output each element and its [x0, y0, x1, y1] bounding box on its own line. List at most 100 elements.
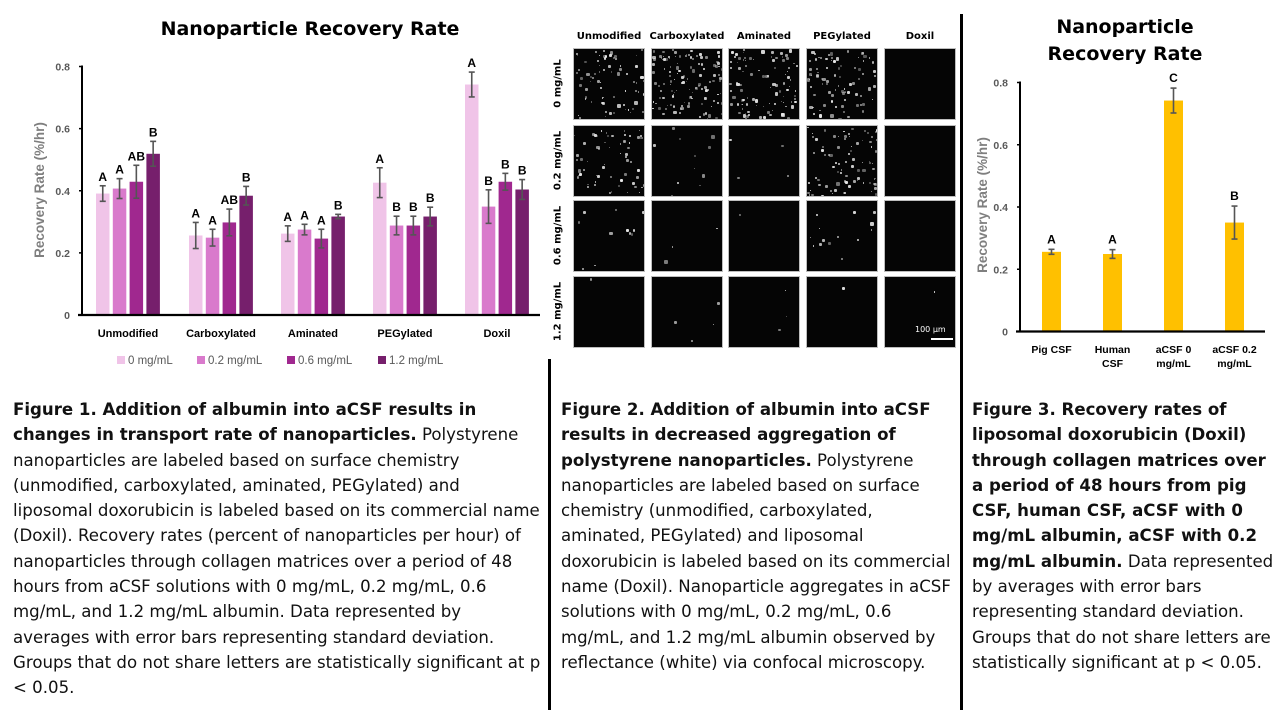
figure2-aggregate-speck: [834, 189, 837, 192]
figure2-aggregate-speck: [811, 135, 814, 138]
figure2-caption-body: Polystyrene nanoparticles are labeled ba…: [561, 450, 951, 672]
figure2-aggregate-speck: [676, 66, 680, 70]
figure2-aggregate-speck: [867, 87, 872, 91]
figure2-aggregate-speck: [834, 88, 837, 91]
figure2-aggregate-speck: [812, 132, 814, 134]
figure2-aggregate-speck: [655, 102, 657, 105]
figure2-aggregate-speck: [625, 156, 628, 159]
figure2-aggregate-speck: [829, 190, 832, 192]
figure2-aggregate-speck: [744, 112, 746, 114]
figure1-bar: [205, 237, 220, 315]
figure1-legend-label: 1.2 mg/mL: [389, 355, 444, 367]
figure2-aggregate-speck: [699, 74, 703, 78]
figure2-aggregate-speck: [580, 77, 583, 80]
figure2-aggregate-speck: [812, 112, 815, 116]
figure2-aggregate-speck: [585, 88, 588, 91]
figure2-aggregate-speck: [758, 115, 763, 119]
figure2-aggregate-speck: [868, 160, 870, 162]
figure2-aggregate-speck: [594, 133, 598, 137]
figure2-aggregate-speck: [762, 106, 764, 108]
figure2-aggregate-speck: [715, 116, 718, 119]
figure2-aggregate-speck: [736, 103, 740, 106]
figure2-aggregate-speck: [616, 72, 621, 76]
figure2-aggregate-speck: [838, 118, 842, 119]
figure2-aggregate-speck: [630, 160, 633, 163]
figure2-aggregate-speck: [840, 257, 843, 260]
figure2-aggregate-speck: [807, 78, 811, 82]
figure1-bar: [481, 206, 496, 315]
figure2-aggregate-speck: [662, 96, 665, 100]
figure2-aggregate-speck: [577, 114, 579, 117]
figure2-aggregate-speck: [685, 53, 688, 56]
figure2-aggregate-speck: [870, 229, 872, 231]
figure2-aggregate-speck: [837, 85, 840, 87]
figure2-aggregate-speck: [860, 94, 863, 97]
figure2-aggregate-speck: [720, 92, 722, 94]
figure2-aggregate-speck: [576, 54, 579, 57]
figure2-aggregate-speck: [831, 56, 834, 60]
figure2-aggregate-speck: [636, 168, 640, 172]
figure2-aggregate-speck: [780, 100, 783, 103]
figure2-aggregate-speck: [840, 65, 842, 67]
figure2-aggregate-speck: [631, 181, 635, 185]
figure2-aggregate-speck: [601, 101, 605, 105]
figure2-aggregate-speck: [844, 135, 848, 139]
figure2-row-label: 0 mg/mL: [552, 59, 564, 108]
figure2-aggregate-speck: [823, 129, 827, 132]
figure2-aggregate-speck: [861, 161, 864, 164]
figure2-aggregate-speck: [836, 146, 840, 149]
figure2-aggregate-speck: [712, 324, 714, 326]
figure3-caption-body: Data represented by averages with error …: [972, 551, 1274, 672]
figure1-bar: [222, 222, 237, 315]
figure2-aggregate-speck: [793, 95, 797, 98]
figure2-aggregate-speck: [659, 97, 662, 99]
figure1-significance-letter: B: [501, 157, 510, 171]
figure2-aggregate-speck: [670, 90, 673, 93]
figure2-aggregate-speck: [844, 90, 847, 93]
figure2-aggregate-speck: [786, 315, 788, 318]
figure2-aggregate-speck: [851, 164, 855, 168]
figure2-aggregate-speck: [870, 146, 873, 148]
figure2-aggregate-speck: [810, 237, 812, 239]
figure2-aggregate-speck: [870, 222, 874, 226]
figure2-aggregate-speck: [716, 101, 719, 104]
figure2-aggregate-speck: [736, 81, 739, 84]
figure2-aggregate-speck: [838, 76, 841, 79]
figure2-aggregate-speck: [625, 72, 628, 75]
figure2-aggregate-speck: [662, 112, 665, 116]
figure2-aggregate-speck: [720, 113, 722, 116]
figure2-aggregate-speck: [845, 161, 847, 163]
figure2-aggregate-speck: [652, 50, 656, 53]
figure2-aggregate-speck: [814, 177, 817, 180]
figure2-aggregate-speck: [729, 138, 732, 142]
figure2-aggregate-speck: [703, 97, 707, 101]
figure2-aggregate-speck: [769, 86, 772, 88]
figure2-aggregate-speck: [737, 176, 740, 180]
figure2-aggregate-speck: [775, 56, 778, 60]
figure2-aggregate-speck: [579, 172, 582, 176]
figure2-aggregate-speck: [831, 192, 834, 195]
figure2-aggregate-speck: [809, 189, 812, 191]
figure2-aggregate-speck: [875, 193, 877, 196]
figure2-aggregate-speck: [742, 98, 745, 102]
figure2-microscopy-tile: [806, 48, 878, 120]
figure2-aggregate-speck: [686, 81, 688, 83]
figure2-aggregate-speck: [711, 135, 715, 139]
figure2-aggregate-speck: [685, 55, 687, 58]
figure2-aggregate-speck: [635, 176, 640, 180]
figure2-aggregate-speck: [596, 145, 600, 149]
figure2-aggregate-speck: [720, 102, 722, 106]
figure2-aggregate-speck: [621, 195, 623, 196]
figure2-microscopy-grid: Unmodified Carboxylated Aminated PEGylated D…: [548, 14, 960, 359]
figure1-bar: [146, 153, 160, 315]
figure2-aggregate-speck: [870, 135, 873, 138]
figure2-aggregate-speck: [771, 50, 775, 54]
figure2-aggregate-speck: [741, 104, 743, 106]
figure2-aggregate-speck: [785, 53, 789, 58]
figure2-aggregate-speck: [770, 56, 773, 58]
figure2-aggregate-speck: [610, 176, 612, 179]
figure2-aggregate-speck: [643, 184, 644, 187]
figure2-aggregate-speck: [844, 138, 847, 141]
figure2-aggregate-speck: [845, 174, 848, 178]
figure3-caption-title: Figure 3. Recovery rates of liposomal do…: [972, 400, 1266, 571]
